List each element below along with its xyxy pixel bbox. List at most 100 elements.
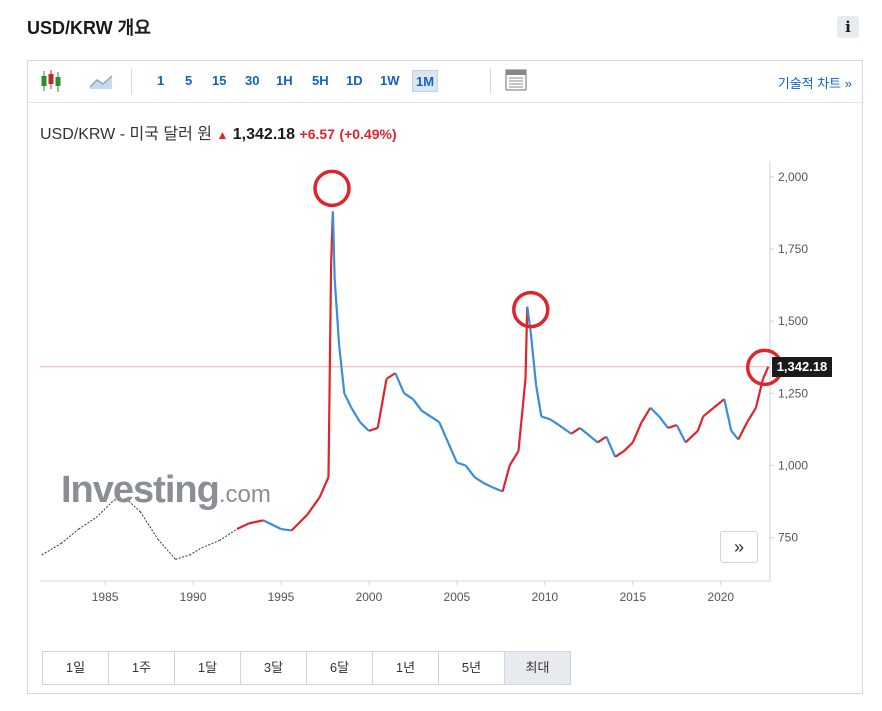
interval-5[interactable]: 5 [185, 73, 193, 88]
series-segment [421, 409, 432, 418]
series-segment [761, 366, 770, 380]
series-segment [614, 450, 625, 458]
range-button[interactable]: 3달 [241, 652, 307, 684]
chart-panel: 1 5 15 30 1H 5H 1D 1W 1M 기술적 차트 » USD/KRW - 미국 달… [27, 60, 863, 694]
data-point [456, 462, 457, 463]
data-point [351, 407, 352, 408]
data-point [659, 416, 660, 417]
data-point [550, 419, 551, 420]
x-tick-label: 2010 [531, 590, 558, 604]
interval-30[interactable]: 30 [245, 73, 260, 88]
series-segment [684, 430, 699, 444]
data-point [368, 430, 369, 431]
scroll-right-button[interactable]: » [720, 531, 758, 563]
interval-1[interactable]: 1 [157, 73, 165, 88]
series-segment [327, 263, 333, 478]
x-tick-label: 2015 [619, 590, 646, 604]
data-point [530, 332, 531, 333]
technical-chart-link[interactable]: 기술적 차트 » [777, 76, 852, 91]
data-point [447, 442, 448, 443]
series-segment [125, 498, 141, 513]
range-button[interactable]: 1달 [175, 652, 241, 684]
interval-1m[interactable]: 1M [412, 70, 439, 92]
candlestick-icon[interactable] [38, 67, 64, 95]
data-point [650, 407, 651, 408]
series-segment [236, 522, 250, 531]
data-point [685, 442, 686, 443]
series-segment [713, 401, 722, 409]
data-point [157, 539, 158, 540]
data-point [606, 436, 607, 437]
data-point [377, 427, 378, 428]
interval-15[interactable]: 15 [212, 73, 227, 88]
range-button[interactable]: 5년 [439, 652, 505, 684]
data-point [571, 433, 572, 434]
series-segment [482, 481, 493, 489]
data-point [738, 439, 739, 440]
data-point [623, 450, 624, 451]
data-point [386, 378, 387, 379]
data-point [525, 378, 526, 379]
data-point [632, 442, 633, 443]
quote-line: USD/KRW - 미국 달러 원 ▲ 1,342.18 +6.57 (+0.4… [40, 120, 397, 144]
data-point [667, 427, 668, 428]
info-icon[interactable]: i [837, 16, 859, 38]
data-point [527, 306, 528, 307]
series-segment [605, 436, 617, 458]
series-segment [491, 486, 504, 493]
data-point [201, 547, 202, 548]
series-segment [385, 372, 396, 380]
area-chart-icon[interactable] [88, 67, 114, 95]
series-segment [649, 406, 660, 418]
series-segment [139, 511, 159, 540]
range-button[interactable]: 6달 [307, 652, 373, 684]
data-point [558, 424, 559, 425]
series-segment [640, 407, 652, 423]
range-button[interactable]: 최대 [505, 652, 570, 684]
price-chart[interactable]: 2,000 1,750 1,500 1,250 1,000 750 1985 1990 1995… [28, 61, 862, 641]
data-point [328, 476, 329, 477]
highlight-circle [313, 169, 351, 208]
series-segment [403, 392, 414, 401]
series-segment [473, 476, 484, 484]
series-segment [549, 418, 560, 427]
series-segment [280, 527, 292, 532]
series-segment [175, 554, 190, 560]
series-segment [290, 513, 309, 532]
series-segment [737, 421, 749, 441]
series-segment [464, 464, 476, 478]
series-segment [579, 427, 599, 444]
table-view-icon[interactable] [504, 67, 530, 95]
interval-1d[interactable]: 1D [346, 73, 363, 88]
range-button[interactable]: 1일 [43, 652, 109, 684]
series-segment [343, 392, 353, 409]
series-segment [219, 528, 238, 541]
data-point [395, 373, 396, 374]
interval-1h[interactable]: 1H [276, 73, 293, 88]
data-point [78, 528, 79, 529]
x-tick-label: 1990 [180, 590, 207, 604]
x-tick-label: 2005 [444, 590, 471, 604]
chart-toolbar: 1 5 15 30 1H 5H 1D 1W 1M 기술적 차트 » [28, 61, 862, 103]
series-segment [524, 306, 529, 379]
series-segment [201, 540, 220, 549]
interval-5h[interactable]: 5H [312, 73, 329, 88]
data-point [747, 422, 748, 423]
series-segment [60, 528, 80, 544]
series-segment [41, 543, 62, 556]
series-segment [350, 407, 362, 423]
series-segment [337, 344, 346, 394]
series-segment [331, 211, 336, 278]
interval-1w[interactable]: 1W [380, 73, 400, 88]
series-segment [540, 415, 551, 421]
data-point [219, 540, 220, 541]
series-segment [359, 421, 370, 432]
range-button[interactable]: 1년 [373, 652, 439, 684]
range-button[interactable]: 1주 [109, 652, 175, 684]
data-point [291, 530, 292, 531]
data-point [465, 465, 466, 466]
data-point [541, 416, 542, 417]
x-tick-label: 2020 [707, 590, 734, 604]
data-point [41, 554, 42, 555]
series-segment [570, 427, 581, 435]
